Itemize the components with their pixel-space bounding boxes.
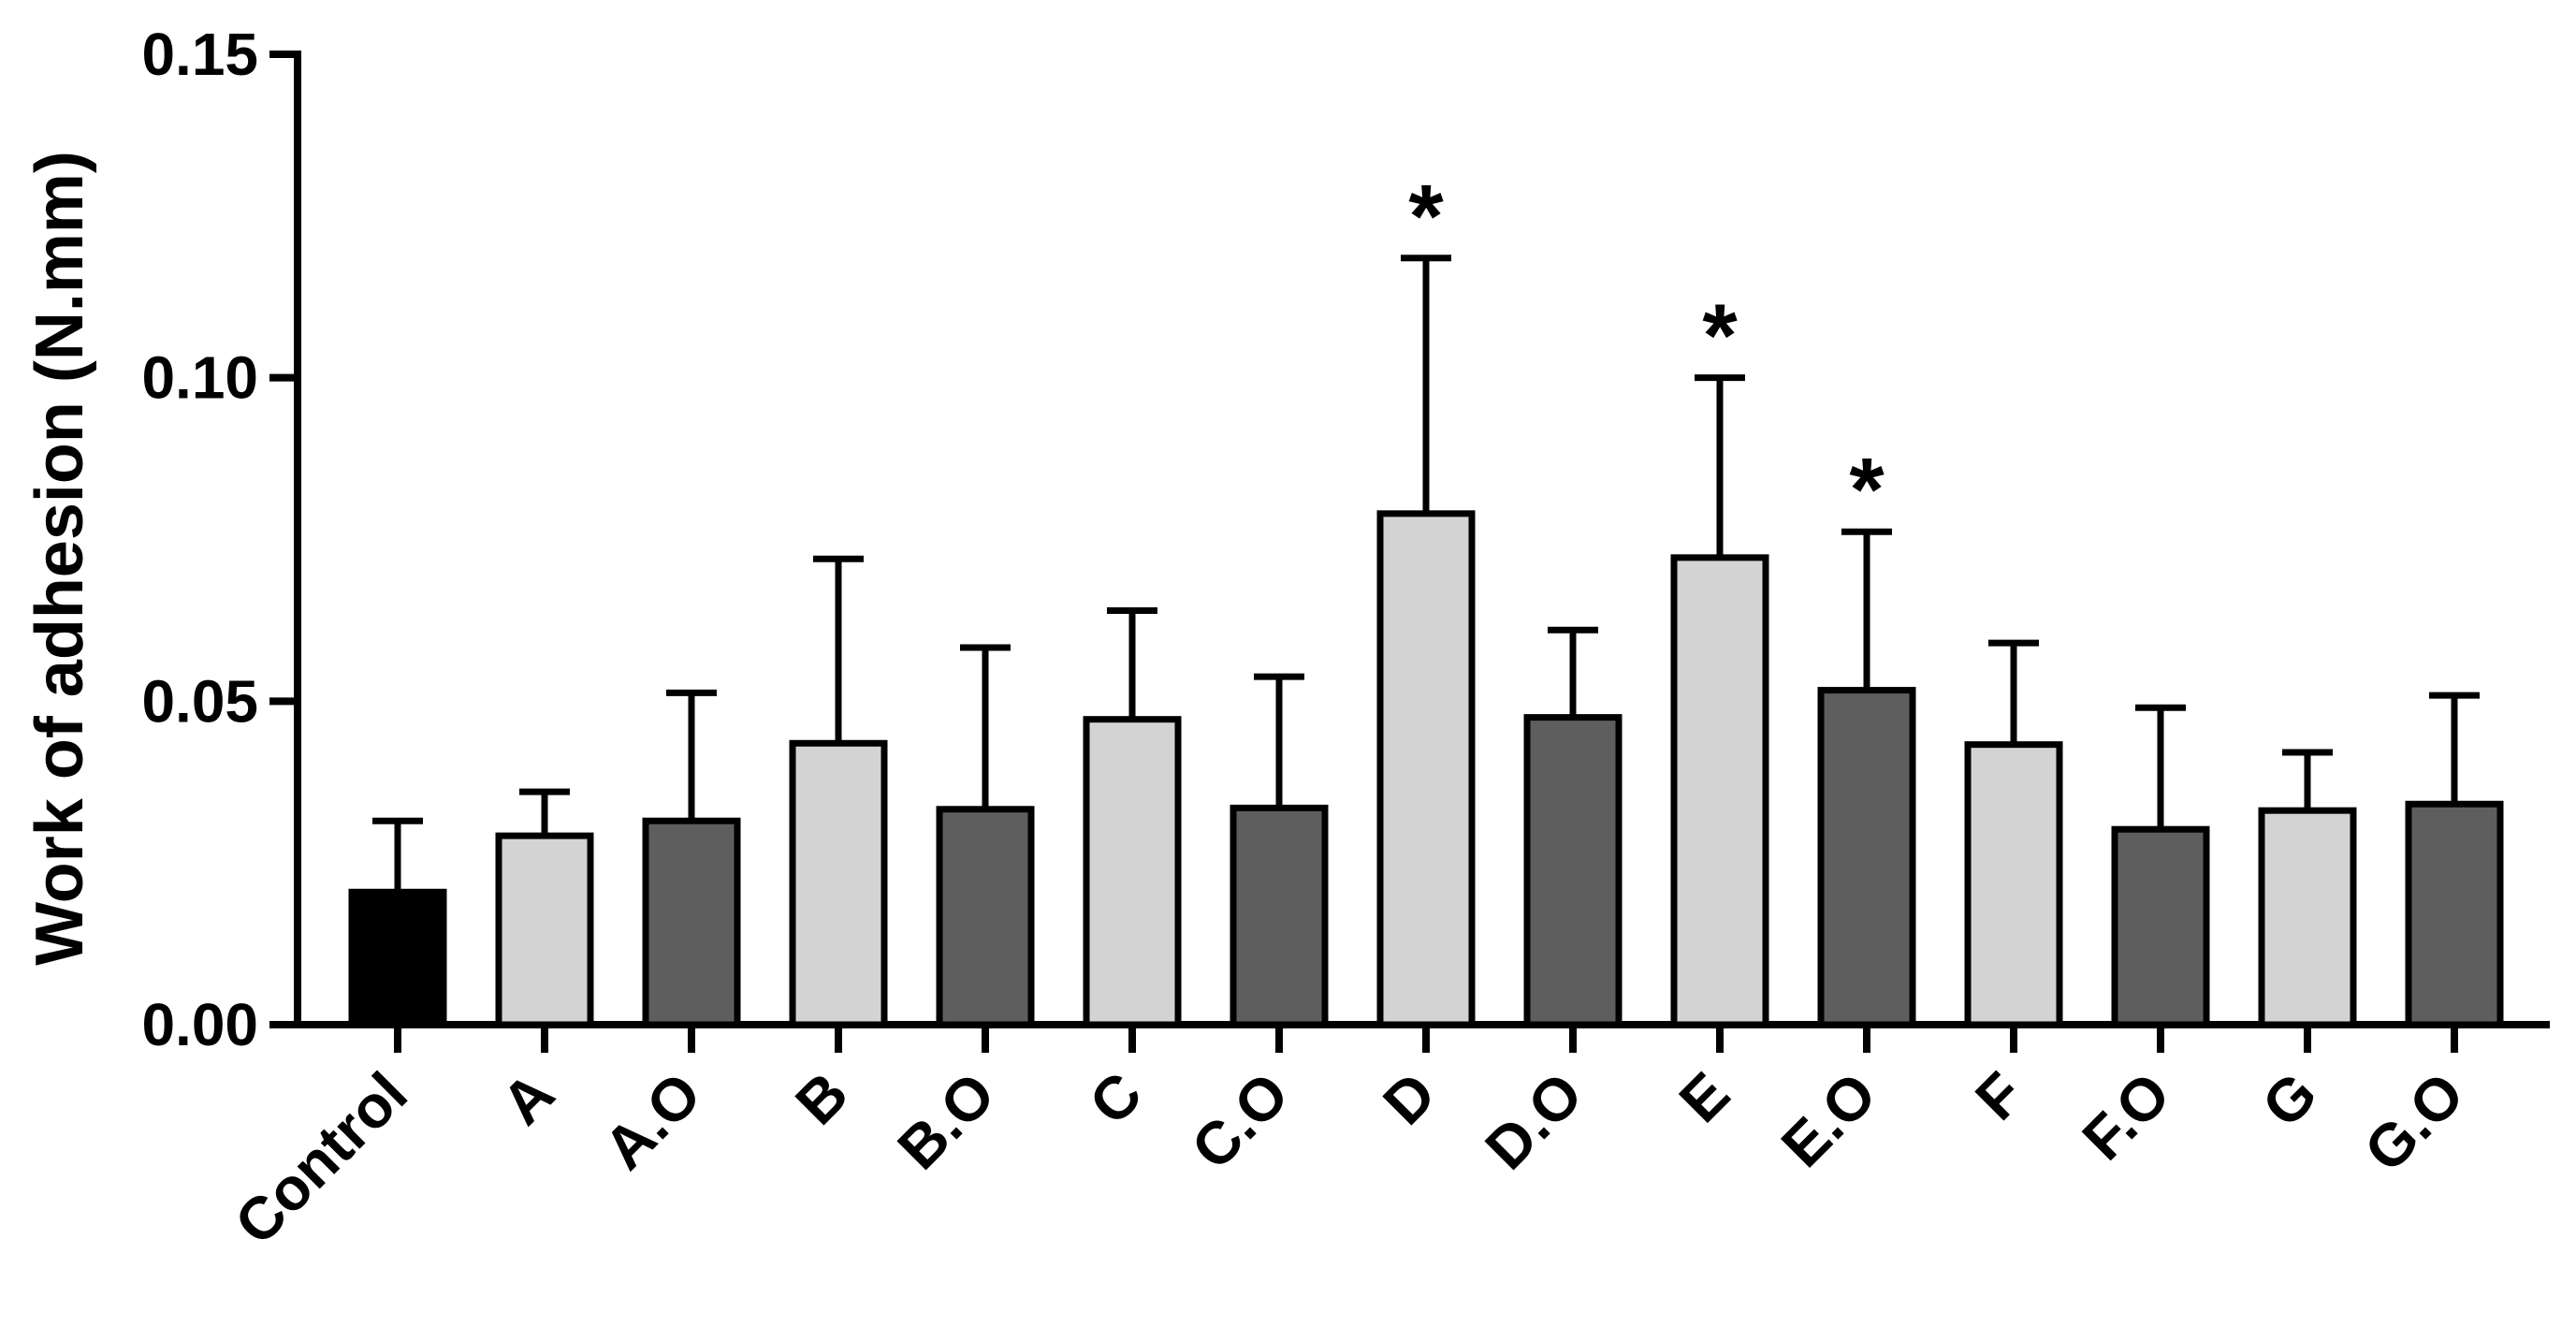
- x-tick-label: E.O: [1768, 1059, 1889, 1180]
- bar-B.O: [936, 806, 1035, 1028]
- bar-C: [1083, 716, 1182, 1028]
- x-tick-label: D.O: [1473, 1059, 1595, 1182]
- bar-D: [1376, 510, 1476, 1028]
- y-ticks: 0.00 0.05 0.10 0.15: [141, 21, 298, 1058]
- significance-star-E.O: *: [1849, 440, 1885, 540]
- x-tick-label: E: [1666, 1059, 1742, 1135]
- bar-F: [1964, 741, 2063, 1028]
- x-tick-label: Control: [222, 1059, 420, 1258]
- x-tick-label: A.O: [591, 1059, 714, 1182]
- x-tick-label: A: [488, 1059, 567, 1138]
- x-tick-label: G: [2249, 1059, 2330, 1140]
- x-tick-label: F: [1962, 1059, 2036, 1133]
- x-tick-label: G.O: [2351, 1059, 2477, 1185]
- x-tick-label: B.O: [885, 1059, 1008, 1182]
- bar-E.O: [1817, 687, 1916, 1028]
- bar-G: [2258, 807, 2357, 1028]
- x-tick-label: F.O: [2070, 1059, 2183, 1173]
- x-ticks: Control A A.O B B.O C C.O D D.O E E.O F F.O G G.O: [222, 1025, 2477, 1258]
- x-tick-label: C: [1076, 1059, 1155, 1138]
- bar-A: [495, 832, 594, 1028]
- y-axis-title: Work of adhesion (N.mm): [22, 151, 97, 966]
- significance-star-D: *: [1408, 167, 1444, 267]
- bar-E: [1670, 554, 1769, 1028]
- x-tick-label: C.O: [1179, 1059, 1302, 1182]
- bar-G.O: [2405, 800, 2504, 1028]
- significance-star-E: *: [1702, 286, 1738, 386]
- y-tick-label: 0.15: [141, 21, 258, 88]
- y-tick-label: 0.10: [141, 344, 258, 412]
- bar-F.O: [2111, 825, 2210, 1028]
- bar-C.O: [1230, 804, 1329, 1028]
- bar-B: [789, 739, 888, 1028]
- bars: * * *: [348, 167, 2504, 1028]
- bar-A.O: [642, 817, 741, 1028]
- bar-Control: [348, 888, 447, 1028]
- y-tick-label: 0.00: [141, 991, 258, 1058]
- y-tick-label: 0.05: [141, 667, 258, 735]
- bar-D.O: [1523, 714, 1623, 1028]
- x-tick-label: B: [782, 1059, 861, 1138]
- x-tick-label: D: [1370, 1059, 1448, 1138]
